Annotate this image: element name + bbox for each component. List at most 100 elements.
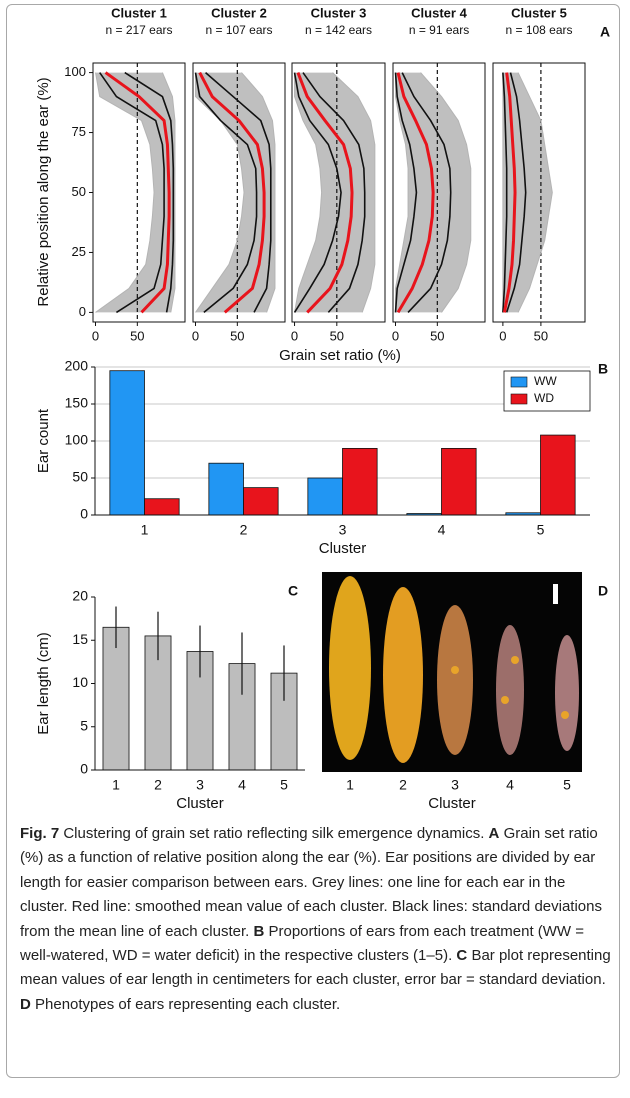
panel-subtitle: n = 108 ears: [505, 23, 572, 37]
kernel: [451, 666, 459, 674]
x-tick-label: 0: [499, 328, 506, 343]
ear-range-band: [195, 72, 275, 313]
panel-title: Cluster 1: [111, 5, 167, 20]
ear-range-band: [95, 72, 175, 313]
y-tick-label: 75: [72, 124, 86, 139]
sd-line: [124, 71, 175, 313]
x-tick-label: 3: [339, 522, 347, 538]
kernel: [511, 656, 519, 664]
panel-letter: C: [288, 583, 298, 599]
caption-text: Bar plot representing mean values of ear…: [20, 947, 611, 989]
caption-text: Grain set ratio (%) as a function of rel…: [20, 825, 602, 940]
plot-frame: [492, 62, 586, 323]
caption-letter: A: [488, 825, 500, 842]
caption: Fig. 7 Clustering of grain set ratio ref…: [20, 822, 612, 1017]
range-line: [294, 72, 323, 313]
range-line: [395, 72, 409, 313]
x-tick-label: 0: [392, 328, 399, 343]
range-line: [420, 72, 472, 313]
y-tick-label: 200: [65, 358, 89, 374]
y-tick-label: 100: [64, 64, 86, 79]
sd-line: [505, 72, 527, 313]
x-tick-label: 2: [399, 777, 407, 793]
ear: [555, 635, 579, 751]
kernel: [501, 696, 509, 704]
sd-line: [502, 72, 508, 313]
ear: [329, 576, 371, 760]
x-tick-label: 2: [240, 522, 248, 538]
panel-title: Cluster 4: [411, 5, 467, 20]
legend-swatch: [510, 376, 528, 388]
caption-letter: C: [456, 947, 468, 965]
ear-range-band: [502, 72, 553, 313]
bar: [243, 487, 279, 516]
legend-label: WD: [534, 391, 554, 405]
bar: [441, 447, 477, 516]
x-tick-label: 50: [430, 328, 444, 343]
bar: [102, 626, 130, 771]
y-tick-label: 100: [65, 432, 89, 448]
x-tick-label: 50: [230, 328, 244, 343]
bar: [109, 370, 145, 516]
x-tick-label: 0: [92, 328, 99, 343]
range-line: [332, 72, 376, 313]
x-axis-title: Cluster: [428, 795, 476, 812]
panel-subtitle: n = 142 ears: [305, 23, 372, 37]
mean-line: [104, 71, 171, 314]
x-tick-label: 1: [346, 777, 354, 793]
y-tick-label: 50: [72, 184, 86, 199]
x-tick-label: 4: [438, 522, 446, 538]
sd-line: [401, 72, 452, 313]
y-tick-label: 150: [65, 395, 89, 411]
scale-bar: [553, 584, 558, 604]
plot-frame: [192, 62, 286, 323]
y-tick-label: 0: [80, 506, 88, 522]
legend-swatch: [510, 393, 528, 405]
panel-letter: B: [598, 361, 608, 377]
bar: [342, 447, 378, 516]
range-line: [161, 72, 176, 313]
mean-line: [396, 72, 435, 314]
sd-line: [99, 72, 165, 314]
x-tick-label: 0: [291, 328, 298, 343]
bar: [540, 434, 576, 516]
figure-frame: [6, 4, 620, 1078]
sd-line: [302, 72, 366, 313]
panel-letter: D: [598, 583, 608, 599]
caption-text: Proportions of ears from each treatment …: [20, 922, 585, 965]
plot-frame: [291, 62, 386, 323]
x-tick-label: 50: [534, 328, 548, 343]
x-axis-title: Cluster: [176, 795, 224, 812]
y-axis-title: Relative position along the ear (%): [35, 77, 52, 306]
ear-range-band: [294, 72, 375, 313]
panel-subtitle: n = 217 ears: [105, 23, 172, 37]
bar: [144, 498, 180, 516]
panel-subtitle: n = 91 ears: [409, 23, 469, 37]
x-tick-label: 3: [451, 777, 459, 793]
range-line: [517, 72, 553, 313]
kernel: [561, 711, 569, 719]
x-tick-label: 1: [112, 777, 120, 793]
panel-title: Cluster 3: [311, 5, 367, 20]
legend-label: WW: [534, 374, 557, 388]
panel-title: Cluster 2: [211, 5, 267, 20]
bar: [307, 477, 343, 516]
panel-subtitle: n = 107 ears: [205, 23, 272, 37]
x-tick-label: 3: [196, 777, 204, 793]
mean-line: [502, 72, 517, 313]
plot-frame: [392, 62, 486, 323]
y-tick-label: 10: [72, 674, 88, 690]
panel-title: Cluster 5: [511, 5, 567, 20]
ear: [383, 587, 423, 763]
x-tick-label: 4: [238, 777, 246, 793]
x-tick-label: 2: [154, 777, 162, 793]
y-tick-label: 20: [72, 588, 88, 604]
panel-letter: A: [600, 24, 610, 40]
y-tick-label: 0: [79, 304, 86, 319]
caption-title: Clustering of grain set ratio reflecting…: [63, 825, 485, 842]
y-axis-title: Ear count: [35, 408, 52, 473]
caption-letter: B: [253, 922, 265, 940]
sd-line: [394, 72, 418, 313]
sd-line: [293, 72, 342, 313]
